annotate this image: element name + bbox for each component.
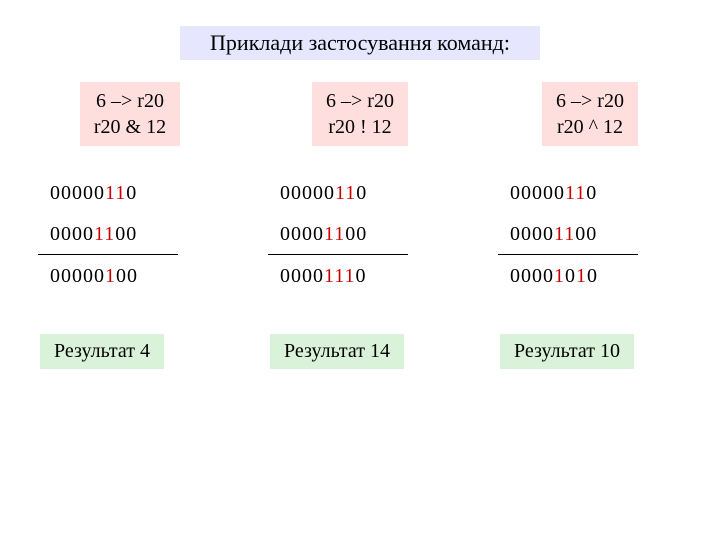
op-line2: r20 ^ 12 bbox=[556, 114, 624, 140]
operand2: 00001100 bbox=[510, 223, 597, 246]
column-and: 6 –> r20 r20 & 12 00000110 00001100 0000… bbox=[40, 82, 220, 369]
op-line1: 6 –> r20 bbox=[94, 88, 166, 114]
op-line1: 6 –> r20 bbox=[326, 88, 394, 114]
bits-plain: 0000 bbox=[510, 223, 554, 245]
result-label: Результат 14 bbox=[270, 334, 404, 369]
slide-title: Приклади застосування команд: bbox=[180, 26, 540, 60]
result-label: Результат 4 bbox=[40, 334, 164, 369]
bits-plain: 00000 bbox=[50, 182, 105, 204]
op-box-and: 6 –> r20 r20 & 12 bbox=[80, 82, 180, 146]
column-or: 6 –> r20 r20 ! 12 00000110 00001100 0000… bbox=[270, 82, 450, 369]
bits-red: 11 bbox=[335, 182, 356, 204]
operand1: 00000110 bbox=[280, 182, 367, 205]
bits-red-a: 1 bbox=[554, 265, 565, 287]
bits-red: 11 bbox=[94, 223, 115, 245]
divider-line bbox=[498, 254, 638, 255]
operand1: 00000110 bbox=[50, 182, 137, 205]
op-line2: r20 & 12 bbox=[94, 114, 166, 140]
bits-plain: 0000 bbox=[280, 223, 324, 245]
bits-red: 11 bbox=[324, 223, 345, 245]
bits-b: 00 bbox=[116, 265, 138, 287]
op-box-or: 6 –> r20 r20 ! 12 bbox=[312, 82, 408, 146]
bits-tail: 0 bbox=[586, 182, 597, 204]
bits-b: 0 bbox=[565, 265, 576, 287]
bits-red-b: 1 bbox=[576, 265, 587, 287]
bits-red-a: 1 bbox=[105, 265, 116, 287]
result-label: Результат 10 bbox=[500, 334, 634, 369]
operand2: 00001100 bbox=[50, 223, 137, 246]
operand1: 00000110 bbox=[510, 182, 597, 205]
bits-tail: 0 bbox=[356, 182, 367, 204]
bits-t: 0 bbox=[587, 265, 598, 287]
bits-tail: 00 bbox=[575, 223, 597, 245]
bits-red-a: 111 bbox=[324, 265, 356, 287]
bits-red: 11 bbox=[105, 182, 126, 204]
columns-container: 6 –> r20 r20 & 12 00000110 00001100 0000… bbox=[40, 82, 680, 369]
bits-tail: 0 bbox=[126, 182, 137, 204]
op-box-xor: 6 –> r20 r20 ^ 12 bbox=[542, 82, 638, 146]
divider-line bbox=[38, 254, 178, 255]
bits-red: 11 bbox=[565, 182, 586, 204]
bits-a: 0000 bbox=[510, 265, 554, 287]
bits-plain: 0000 bbox=[50, 223, 94, 245]
bits-plain: 00000 bbox=[510, 182, 565, 204]
column-xor: 6 –> r20 r20 ^ 12 00000110 00001100 0000… bbox=[500, 82, 680, 369]
bits-b: 0 bbox=[356, 265, 367, 287]
bits-tail: 00 bbox=[115, 223, 137, 245]
bits-a: 0000 bbox=[280, 265, 324, 287]
divider-line bbox=[268, 254, 408, 255]
op-line2: r20 ! 12 bbox=[326, 114, 394, 140]
result-bits: 00001010 bbox=[510, 265, 598, 288]
operand2: 00001100 bbox=[280, 223, 367, 246]
result-bits: 00001110 bbox=[280, 265, 367, 288]
bits-tail: 00 bbox=[345, 223, 367, 245]
bits-red: 11 bbox=[554, 223, 575, 245]
op-line1: 6 –> r20 bbox=[556, 88, 624, 114]
bits-a: 00000 bbox=[50, 265, 105, 287]
result-bits: 00000100 bbox=[50, 265, 138, 288]
bits-plain: 00000 bbox=[280, 182, 335, 204]
